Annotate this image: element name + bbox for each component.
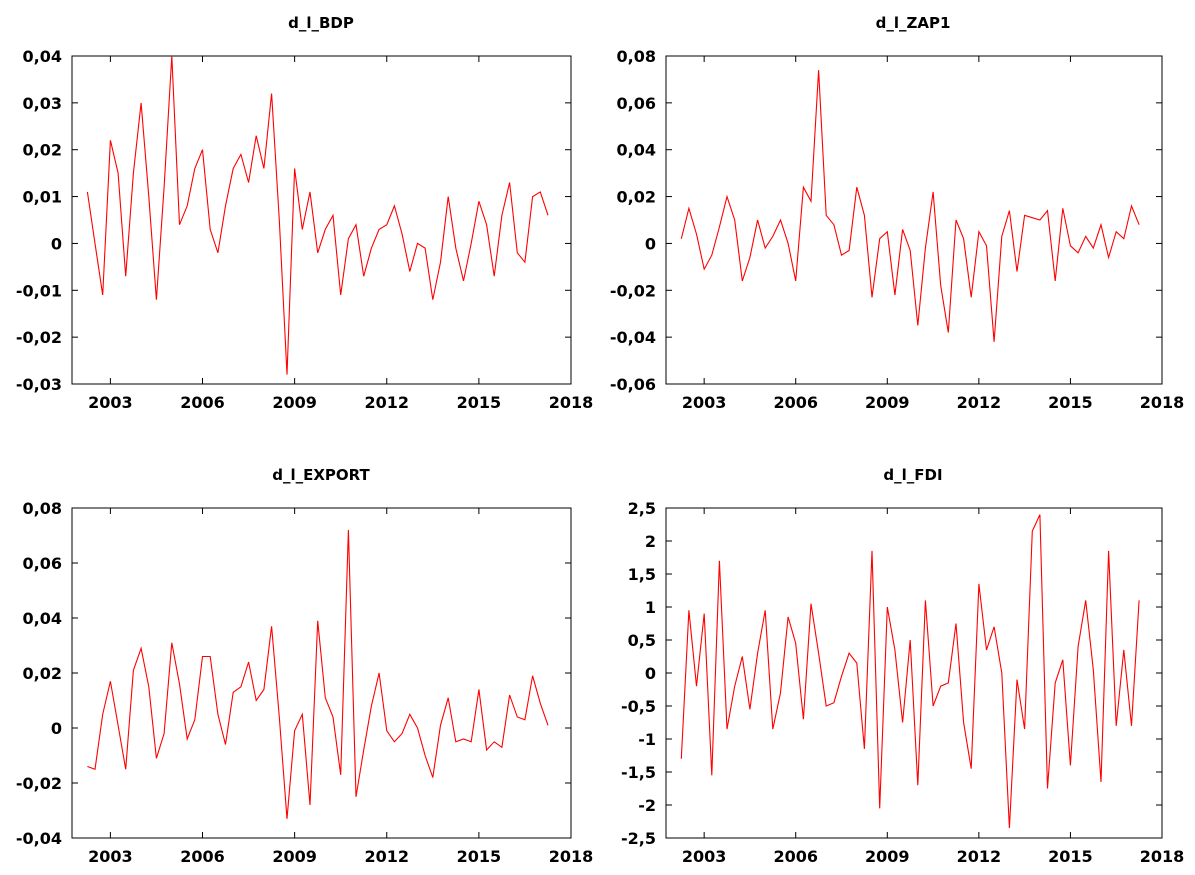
y-tick-label: 0 [51,234,62,253]
x-tick-label: 2018 [1140,393,1185,412]
y-tick-label: 0,08 [23,499,62,518]
y-tick-label: 0,02 [23,664,62,683]
x-tick-label: 2003 [682,393,727,412]
plot-frame [71,507,572,839]
y-tick-label: -1 [638,730,656,749]
x-tick-label: 2003 [682,847,727,866]
x-tick-label: 2015 [1048,847,1093,866]
x-tick-label: 2018 [549,393,594,412]
x-tick-label: 2009 [865,393,910,412]
y-tick-label: -0,06 [610,375,656,394]
y-tick-label: 0,04 [23,609,62,628]
series-line [680,514,1140,829]
panel-title: d_l_EXPORT [272,466,370,484]
y-tick-label: 0,02 [23,141,62,160]
x-tick-label: 2006 [180,393,225,412]
y-tick-label: -0,02 [610,281,656,300]
plot-frame [665,55,1163,385]
panel-title: d_l_FDI [883,466,942,484]
panel-fdi: d_l_FDI -2,5 -2 -1,5 -1 -0,5 0 0,5 1 1,5 2 2,5 2003… [621,466,1184,866]
y-tick-label: 0,01 [23,188,62,207]
y-tick-label: 1 [645,598,656,617]
x-tick-label: 2015 [1048,393,1093,412]
x-tick-label: 2006 [773,393,818,412]
y-tick-label: -2,5 [621,829,656,848]
y-tick-label: 0,5 [628,631,656,650]
y-tick-label: 0,02 [617,188,656,207]
y-tick-label: -0,02 [16,328,62,347]
panel-title: d_l_ZAP1 [876,14,951,32]
panel-title: d_l_BDP [288,14,354,32]
x-tick-label: 2012 [957,393,1002,412]
y-tick-label: -0,04 [610,328,656,347]
y-tick-label: 0,04 [23,47,62,66]
x-tick-label: 2009 [272,393,317,412]
y-tick-label: 0 [645,234,656,253]
panel-export: d_l_EXPORT -0,04 -0,02 0 0,02 0,04 0,06 0,08 20… [16,466,593,866]
x-tick-label: 2012 [364,393,409,412]
y-tick-label: 0,04 [617,141,656,160]
x-tick-label: 2006 [773,847,818,866]
y-tick-label: -1,5 [621,763,656,782]
series-line [680,70,1140,342]
y-tick-label: 2,5 [628,499,656,518]
x-tick-label: 2015 [457,847,502,866]
x-tick-label: 2012 [957,847,1002,866]
x-tick-label: 2018 [549,847,594,866]
y-tick-label: 2 [645,532,656,551]
y-tick-label: 0 [51,719,62,738]
x-tick-label: 2003 [88,393,133,412]
x-tick-label: 2009 [272,847,317,866]
x-tick-label: 2015 [457,393,502,412]
y-tick-label: -0,01 [16,281,62,300]
y-tick-label: 0,06 [617,94,656,113]
x-tick-label: 2018 [1140,847,1185,866]
plot-frame [665,507,1163,839]
y-tick-label: 1,5 [628,565,656,584]
x-tick-label: 2009 [865,847,910,866]
panel-bdp: d_l_BDP -0,03 -0,02 -0,01 0 0,01 0,02 0,03 0,04… [16,14,593,412]
y-tick-label: 0,03 [23,94,62,113]
x-tick-label: 2003 [88,847,133,866]
y-tick-label: -0,04 [16,829,62,848]
y-tick-label: -0,03 [16,375,62,394]
panel-zap1: d_l_ZAP1 -0,06 -0,04 -0,02 0 0,02 0,04 0,06 0,0… [610,14,1184,412]
series-line [86,55,549,375]
x-tick-label: 2012 [364,847,409,866]
y-tick-label: -0,5 [621,697,656,716]
y-tick-label: 0,08 [617,47,656,66]
y-tick-label: 0 [645,664,656,683]
y-tick-label: -2 [638,796,656,815]
plot-frame [71,55,572,385]
x-tick-label: 2006 [180,847,225,866]
y-tick-label: -0,02 [16,774,62,793]
series-line [87,529,549,819]
y-tick-label: 0,06 [23,554,62,573]
